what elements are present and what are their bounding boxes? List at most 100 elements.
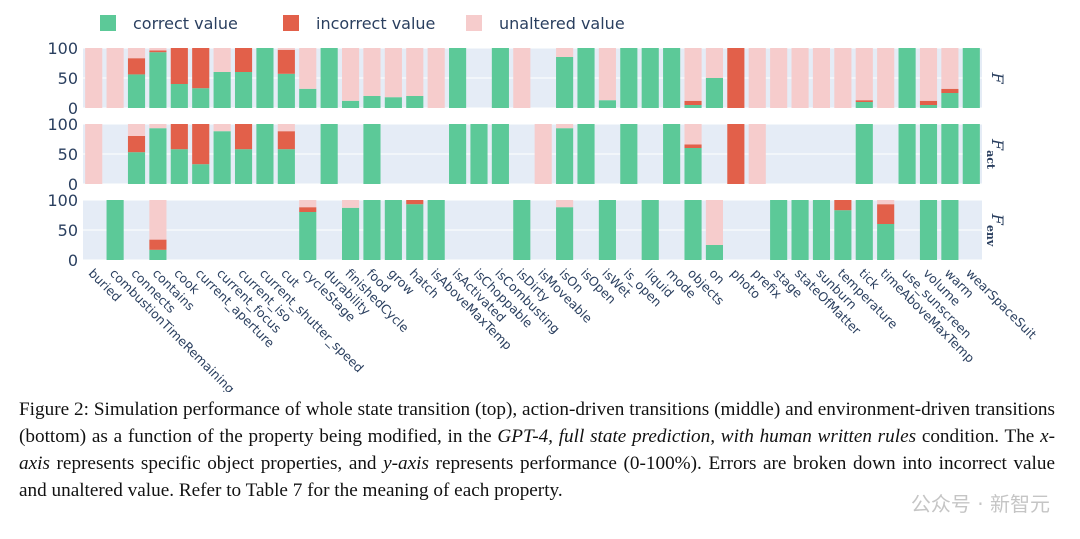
bar-correct-current_iso	[234, 72, 253, 108]
bar-correct-isWet	[598, 100, 616, 108]
y-tick-label: 50	[58, 69, 78, 88]
bar-correct-on	[705, 245, 724, 260]
bar-correct-hatch	[406, 96, 424, 108]
bar-correct-volume	[919, 124, 938, 184]
bar-unaltered-stage	[770, 48, 788, 108]
bar-incorrect-cut	[277, 49, 295, 74]
bar-correct-grow	[384, 200, 402, 260]
bar-correct-objects	[684, 200, 702, 260]
bar-correct-isOn	[556, 207, 574, 260]
bar-correct-food	[363, 200, 381, 260]
bar-correct-warm	[941, 124, 959, 184]
bar-incorrect-objects	[684, 144, 702, 148]
caption-text-1: Figure 2: Simulation performance of whol…	[19, 399, 1055, 447]
bar-incorrect-current_aperture	[192, 124, 210, 165]
bar-correct-stateOfMatter	[791, 200, 809, 260]
bar-incorrect-timeAboveMaxTemp	[877, 204, 895, 224]
bar-correct-cut	[277, 149, 295, 184]
bar-incorrect-current_iso	[234, 124, 253, 150]
bar-unaltered-finishedCycle	[341, 48, 360, 101]
bar-correct-food	[363, 96, 381, 108]
bar-correct-temperature	[834, 210, 852, 260]
bar-correct-connects	[127, 152, 146, 184]
bar-correct-warm	[941, 93, 959, 108]
bar-incorrect-cook	[170, 48, 188, 84]
bar-correct-sunburn	[812, 200, 831, 260]
bar-correct-current_focus	[213, 131, 231, 184]
figure-caption: Figure 2: Simulation performance of whol…	[19, 396, 1055, 504]
bar-incorrect-cut	[277, 131, 295, 150]
bar-correct-finishedCycle	[341, 100, 360, 108]
caption-text-2: condition. The	[916, 426, 1041, 447]
bar-correct-on	[705, 78, 724, 108]
bar-unaltered-current_focus	[213, 124, 231, 132]
bar-unaltered-combustionTimeRemaining	[106, 48, 124, 108]
bar-unaltered-isAboveMaxTemp	[427, 48, 445, 108]
bar-correct-tick	[855, 200, 873, 260]
bar-correct-tick	[855, 124, 873, 184]
bar-correct-grow	[384, 97, 402, 108]
bar-unaltered-connects	[127, 124, 146, 136]
x-axis-tick-labels: buriedcombustionTimeRemainingconnectscon…	[86, 266, 1040, 392]
bar-unaltered-isOn	[556, 124, 574, 129]
bar-incorrect-current_aperture	[192, 48, 210, 89]
bar-unaltered-prefix	[748, 124, 766, 184]
bar-unaltered-buried	[85, 124, 103, 184]
bar-incorrect-volume	[919, 100, 938, 105]
bar-correct-isChoppable	[470, 124, 488, 184]
bar-correct-isOn	[556, 57, 574, 108]
bar-unaltered-isOn	[556, 200, 574, 208]
bar-incorrect-cycleStage	[299, 207, 317, 212]
bar-correct-cook	[170, 149, 188, 184]
bar-correct-current_iso	[234, 149, 253, 184]
legend: correct value incorrect value unaltered va…	[100, 14, 625, 33]
bar-correct-current_aperture	[192, 88, 210, 108]
bar-unaltered-cut	[277, 124, 295, 132]
bar-correct-liquid	[641, 200, 659, 260]
bar-correct-hatch	[406, 204, 424, 260]
bar-correct-durability	[320, 48, 338, 108]
bar-unaltered-volume	[919, 48, 938, 101]
bar-correct-contains	[149, 52, 167, 108]
bar-unaltered-timeAboveMaxTemp	[877, 200, 895, 205]
bar-unaltered-objects	[684, 48, 702, 101]
bar-unaltered-warm	[941, 48, 959, 89]
bar-correct-is_open	[620, 124, 638, 184]
bar-correct-isDirty	[513, 200, 531, 260]
bar-correct-isOpen	[577, 48, 595, 108]
legend-swatch-0	[100, 15, 116, 31]
bar-correct-use_sunscreen	[898, 124, 916, 184]
bar-unaltered-tick	[855, 48, 873, 101]
y-tick-label: 50	[58, 221, 78, 240]
bar-correct-wearSpaceSuit	[962, 48, 980, 108]
bar-incorrect-temperature	[834, 200, 852, 211]
panel-F: 0 50 100 F	[47, 39, 1007, 118]
bar-correct-isCombusting	[491, 48, 509, 108]
bar-incorrect-current_iso	[234, 48, 253, 72]
bar-unaltered-cycleStage	[299, 200, 317, 208]
bar-correct-volume	[919, 105, 938, 108]
legend-label-2: unaltered value	[499, 14, 625, 33]
bar-unaltered-isOn	[556, 48, 574, 57]
legend-label-1: incorrect value	[316, 14, 435, 33]
bar-unaltered-isWet	[598, 48, 616, 101]
bar-correct-durability	[320, 124, 338, 184]
bar-correct-isAboveMaxTemp	[427, 200, 445, 260]
bar-correct-tick	[855, 102, 873, 108]
caption-y-axis: y-axis	[383, 453, 429, 474]
bar-correct-current_focus	[213, 72, 231, 108]
bar-unaltered-grow	[384, 48, 402, 98]
bar-correct-contains	[149, 249, 167, 260]
bar-unaltered-isMoveable	[534, 124, 552, 184]
bar-unaltered-timeAboveMaxTemp	[877, 48, 895, 108]
bar-correct-current_shutter_speed	[256, 124, 274, 184]
bar-correct-combustionTimeRemaining	[106, 200, 124, 260]
bar-incorrect-contains	[149, 239, 167, 250]
bar-correct-cut	[277, 73, 295, 108]
bar-correct-finishedCycle	[341, 207, 360, 260]
bar-unaltered-on	[705, 200, 724, 245]
bar-correct-wearSpaceSuit	[962, 124, 980, 184]
bar-unaltered-contains	[149, 48, 167, 51]
bar-correct-current_shutter_speed	[256, 48, 274, 108]
bar-incorrect-tick	[855, 100, 873, 102]
